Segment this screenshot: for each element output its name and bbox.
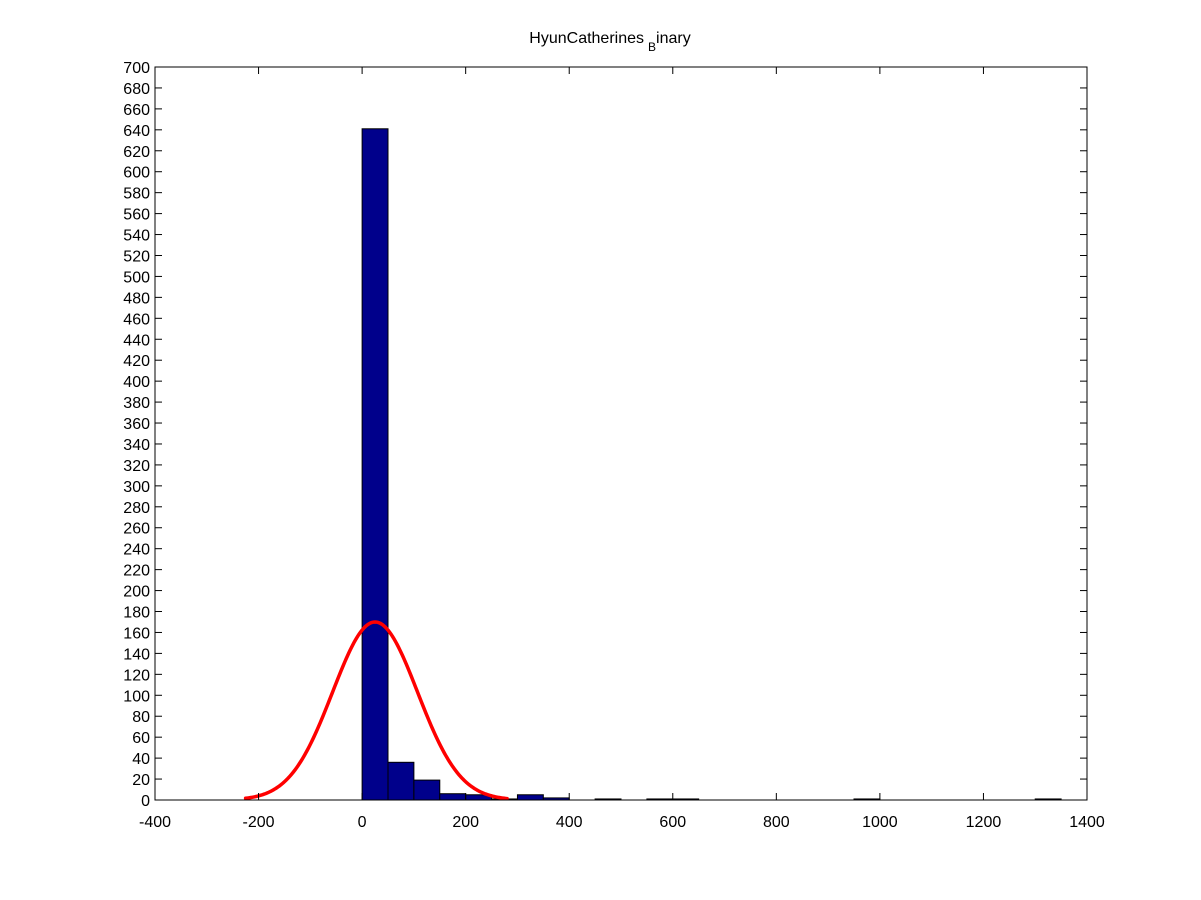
chart-title-rest: inary [656, 30, 691, 47]
y-tick-label: 0 [141, 793, 150, 810]
y-tick-label: 40 [132, 751, 150, 768]
y-tick-label: 680 [123, 81, 150, 98]
chart-title-subscript: B [648, 40, 656, 54]
axis-ticks [154, 66, 1088, 801]
y-tick-label: 180 [123, 605, 150, 622]
y-tick-label: 480 [123, 290, 150, 307]
histogram-bar-0-50 [361, 128, 389, 801]
x-tick-label: -200 [243, 814, 275, 831]
y-tick-label: 320 [123, 458, 150, 475]
y-tick-label: 380 [123, 395, 150, 412]
y-tick-label: 220 [123, 563, 150, 580]
y-tick-label: 200 [123, 584, 150, 601]
y-tick-label: 160 [123, 625, 150, 642]
y-tick-label: 460 [123, 311, 150, 328]
y-tick-label: 620 [123, 144, 150, 161]
y-tick-label: 300 [123, 479, 150, 496]
y-tick-label: 340 [123, 437, 150, 454]
y-tick-label: 140 [123, 646, 150, 663]
y-tick-label: 500 [123, 269, 150, 286]
y-tick-label: 540 [123, 228, 150, 245]
histogram-bar-150-200 [439, 793, 467, 801]
x-tick-label: 1000 [862, 814, 898, 831]
chart-title-main: HyunCatherines [529, 30, 644, 47]
x-tick-label: 1400 [1069, 814, 1105, 831]
y-tick-label: 600 [123, 165, 150, 182]
y-tick-label: 640 [123, 123, 150, 140]
x-tick-label: 600 [659, 814, 686, 831]
x-tick-label: 400 [556, 814, 583, 831]
x-tick-label: 1200 [966, 814, 1002, 831]
y-tick-label: 20 [132, 772, 150, 789]
histogram-bar-100-150 [413, 779, 441, 801]
x-tick-label: 200 [452, 814, 479, 831]
plot-area-frame [154, 66, 1088, 801]
fit-curve [243, 620, 509, 801]
histogram-bar-300-350 [516, 794, 544, 801]
y-tick-label: 60 [132, 730, 150, 747]
y-tick-label: 580 [123, 186, 150, 203]
y-tick-label: 440 [123, 332, 150, 349]
x-tick-label: 0 [358, 814, 367, 831]
y-tick-label: 660 [123, 102, 150, 119]
y-tick-label: 240 [123, 542, 150, 559]
y-tick-label: 80 [132, 709, 150, 726]
y-tick-label: 280 [123, 500, 150, 517]
chart-title: HyunCatherines Binary [529, 30, 690, 54]
x-tick-label: -400 [139, 814, 171, 831]
y-tick-label: 560 [123, 207, 150, 224]
x-axis-tick-labels: -400 -200 0 200 400 600 800 1000 1200 1400 [139, 814, 1105, 831]
y-axis-tick-labels: 0 20 40 60 80 100 120 140 160 180 200 220 240 260 280 3… [123, 60, 150, 810]
y-tick-label: 360 [123, 416, 150, 433]
y-tick-label: 700 [123, 60, 150, 77]
y-tick-label: 260 [123, 521, 150, 538]
histogram-bar-50-100 [387, 761, 415, 801]
y-tick-label: 420 [123, 353, 150, 370]
y-tick-label: 120 [123, 667, 150, 684]
y-tick-label: 400 [123, 374, 150, 391]
y-tick-label: 520 [123, 248, 150, 265]
x-tick-label: 800 [763, 814, 790, 831]
y-tick-label: 100 [123, 688, 150, 705]
